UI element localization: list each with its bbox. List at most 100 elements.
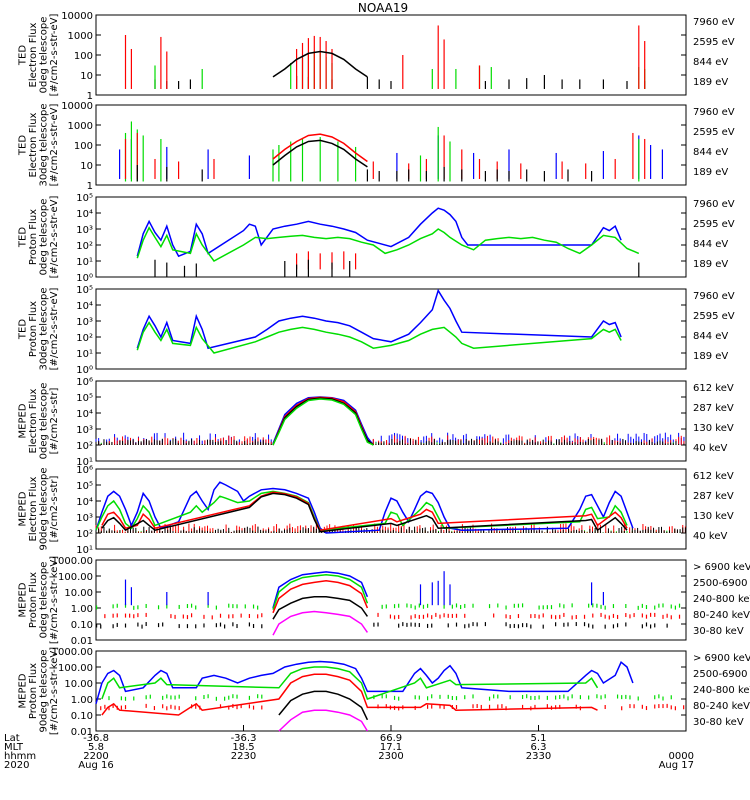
data-dot xyxy=(236,694,238,699)
data-dot xyxy=(261,694,263,699)
series-black xyxy=(154,75,646,89)
data-dot xyxy=(166,694,168,699)
data-dot xyxy=(228,695,230,700)
data-dot xyxy=(418,623,420,628)
panel-mep_p90: 0.010.101.0010.00100.001000.00MEPEDProto… xyxy=(17,647,750,738)
data-dot xyxy=(563,622,565,627)
data-dot xyxy=(472,694,474,699)
data-dot xyxy=(608,615,610,620)
y-axis-label-line: TED xyxy=(17,45,28,66)
data-dot xyxy=(137,622,139,627)
data-dot xyxy=(509,624,511,629)
legend-entry: 80-240 keV xyxy=(693,701,750,712)
series-green xyxy=(272,573,369,610)
data-dot xyxy=(451,604,453,609)
data-dot xyxy=(207,603,209,608)
series-green xyxy=(272,398,374,446)
y-axis-label-line: 0deg telescope xyxy=(38,562,49,639)
data-dot xyxy=(616,694,619,699)
data-dot xyxy=(538,695,540,700)
data-dot xyxy=(559,603,561,608)
data-dot xyxy=(145,703,147,708)
data-dot xyxy=(658,694,660,699)
data-dot xyxy=(666,703,668,708)
y-tick-label: 10³ xyxy=(76,513,93,524)
data-dot xyxy=(228,705,230,710)
data-dot xyxy=(124,696,127,701)
y-tick-label: 10² xyxy=(76,441,93,452)
data-dot xyxy=(612,624,615,629)
data-dot xyxy=(162,622,164,627)
data-dot xyxy=(426,623,429,628)
data-dot xyxy=(426,696,429,701)
data-dot xyxy=(526,623,528,628)
series-line xyxy=(95,660,634,705)
data-dot xyxy=(418,603,420,608)
data-dot xyxy=(588,623,590,628)
y-axis-label-line: [#/cm2-s-str-eV] xyxy=(49,288,60,371)
data-dot xyxy=(443,705,445,710)
data-dot xyxy=(100,624,102,629)
y-axis-label: MEPEDElectron Flux0deg telescope[#/cm2-s… xyxy=(17,383,60,460)
data-dot xyxy=(546,605,548,610)
data-dot xyxy=(124,603,127,608)
data-dot xyxy=(633,704,635,709)
data-dot xyxy=(645,706,648,711)
y-tick-label: 10¹ xyxy=(76,457,93,468)
x-tick-label: 66.9 xyxy=(380,733,402,744)
data-dot xyxy=(472,603,474,608)
data-dot xyxy=(124,613,127,618)
data-dot xyxy=(497,694,499,699)
data-dot xyxy=(96,605,98,610)
data-dot xyxy=(460,605,462,610)
series-black xyxy=(272,139,368,168)
legend-entry: 287 keV xyxy=(693,491,734,502)
series-line xyxy=(272,573,369,610)
data-dot xyxy=(414,605,416,610)
data-dot xyxy=(137,613,139,618)
data-dot xyxy=(538,614,540,619)
series-black xyxy=(278,690,369,721)
y-tick-label: 100 xyxy=(74,51,93,62)
legend-entry: 844 eV xyxy=(693,57,728,68)
data-dot xyxy=(563,694,565,699)
data-dot xyxy=(178,694,180,699)
data-dot xyxy=(472,622,474,627)
series-black xyxy=(96,622,668,629)
series-line xyxy=(272,571,369,609)
data-dot xyxy=(604,694,606,699)
panel-frame xyxy=(95,559,687,641)
panel-ted_p0: 10⁰ 10¹ 10² 10³ 10⁴ 10⁵ TEDProton Flux0deg tel… xyxy=(17,193,735,284)
panel-mep_e0: 10¹ 10² 10³ 10⁴ 10⁵ 10⁶ MEPEDElectron Flux0deg… xyxy=(17,377,734,468)
data-dot xyxy=(521,603,524,608)
data-dot xyxy=(100,706,102,711)
data-dot xyxy=(542,605,544,610)
data-dot xyxy=(381,694,383,699)
series-red xyxy=(95,435,685,445)
data-dot xyxy=(186,624,189,629)
data-dot xyxy=(116,622,118,627)
y-axis-label-line: 90deg telescope xyxy=(38,467,49,550)
data-dot xyxy=(232,614,234,619)
data-dot xyxy=(542,613,544,618)
data-dot xyxy=(455,622,458,627)
data-dot xyxy=(505,614,507,619)
data-dot xyxy=(493,613,495,618)
data-dot xyxy=(455,613,458,618)
data-dot xyxy=(385,694,387,699)
data-dot xyxy=(402,622,404,627)
data-dot xyxy=(443,604,445,609)
series-black xyxy=(154,259,640,277)
data-dot xyxy=(484,622,487,627)
data-dot xyxy=(501,704,503,709)
x-tick-label: Aug 16 xyxy=(78,760,113,771)
data-dot xyxy=(645,605,648,610)
data-dot xyxy=(104,614,106,619)
y-tick-label: 10.00 xyxy=(64,679,93,690)
data-dot xyxy=(555,705,557,710)
data-dot xyxy=(178,706,180,711)
legend-entry: 2595 eV xyxy=(693,311,735,322)
y-tick-label: 100.00 xyxy=(58,663,93,674)
data-dot xyxy=(141,624,143,629)
x-tick-label: 5.8 xyxy=(88,742,104,753)
